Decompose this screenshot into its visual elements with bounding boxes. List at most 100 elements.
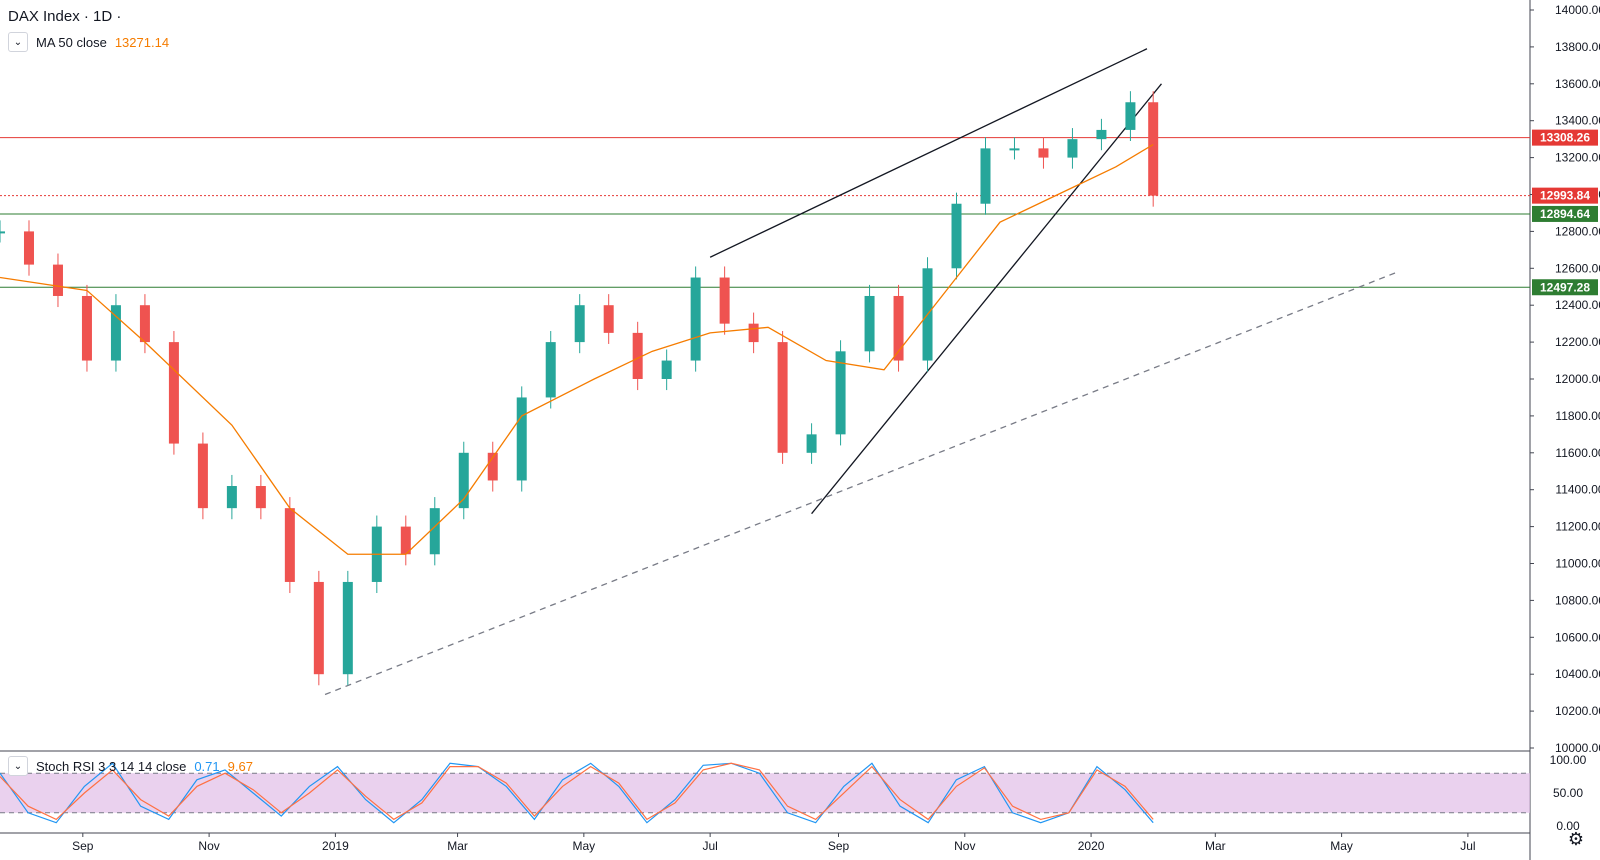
candle-body	[429, 508, 440, 555]
symbol-title: DAX Index · 1D ·	[8, 8, 122, 25]
candle-body	[1038, 148, 1049, 158]
candle-body	[342, 581, 353, 675]
candle-body	[690, 277, 701, 361]
candle-body	[516, 397, 527, 481]
candle-body	[0, 231, 5, 234]
y-tick-label: 13800.00	[1555, 40, 1600, 54]
y-tick-label: 13400.00	[1555, 114, 1600, 128]
candle-body	[81, 295, 92, 361]
candle-body	[632, 332, 643, 379]
candle-body	[1009, 148, 1020, 151]
x-tick-label: Mar	[1205, 839, 1226, 853]
price-label-badge	[1532, 187, 1598, 204]
y-tick-label: 11800.00	[1555, 409, 1600, 423]
x-tick-label: Jul	[702, 839, 717, 853]
candle-body	[313, 581, 324, 675]
rsi-y-tick-label: 50.00	[1553, 786, 1583, 800]
candle-body	[487, 452, 498, 481]
rsi-k-value: 0.71	[194, 758, 220, 774]
candle-body	[661, 360, 672, 379]
chevron-down-icon[interactable]: ⌄	[8, 32, 28, 52]
candle-body	[1096, 129, 1107, 140]
y-tick-label: 10800.00	[1555, 593, 1600, 607]
price-label-badge	[1532, 129, 1598, 146]
y-tick-label: 11400.00	[1555, 483, 1600, 497]
x-tick-label: Sep	[828, 839, 850, 853]
candle-body	[458, 452, 469, 509]
x-tick-label: Nov	[198, 839, 219, 853]
ma-legend: ⌄ MA 50 close 13271.14	[8, 32, 169, 52]
price-label-text: 12894.64	[1540, 207, 1590, 221]
rsi-band	[0, 773, 1530, 813]
candle-body	[835, 351, 846, 435]
candle-body	[197, 443, 208, 509]
trendline	[324, 271, 1398, 696]
y-tick-label: 11200.00	[1555, 520, 1600, 534]
candle-body	[226, 486, 237, 509]
rsi-k-line	[0, 762, 1154, 824]
x-tick-label: Sep	[72, 839, 94, 853]
candle-body	[864, 295, 875, 352]
y-tick-label: 13200.00	[1555, 151, 1600, 165]
candle-body	[545, 342, 556, 398]
candle-body	[1148, 102, 1159, 196]
y-tick-label: 12800.00	[1555, 224, 1600, 238]
y-tick-label: 10200.00	[1555, 704, 1600, 718]
x-tick-label: 2019	[322, 839, 349, 853]
candle-body	[110, 305, 121, 361]
candle-body	[168, 342, 179, 444]
candle-body	[255, 486, 266, 509]
rsi-y-tick-label: 0.00	[1556, 819, 1580, 833]
price-label-text: 12497.28	[1540, 280, 1590, 294]
candle-body	[23, 231, 34, 265]
candle-body	[806, 434, 817, 453]
gear-icon[interactable]: ⚙	[1567, 829, 1584, 849]
candle-body	[603, 305, 614, 333]
x-tick-label: Jul	[1460, 839, 1475, 853]
y-tick-label: 10600.00	[1555, 630, 1600, 644]
y-tick-label: 13600.00	[1555, 77, 1600, 91]
candle-body	[951, 203, 962, 269]
x-tick-label: May	[1330, 839, 1353, 853]
y-tick-label: 12000.00	[1555, 372, 1600, 386]
y-tick-label: 11000.00	[1555, 557, 1600, 571]
candle-body	[893, 295, 904, 361]
ma-label: MA 50 close	[36, 34, 107, 50]
candle-body	[574, 305, 585, 343]
candle-body	[1125, 102, 1136, 130]
rsi-d-line	[0, 762, 1154, 821]
candle-body	[400, 526, 411, 555]
rsi-y-tick-label: 100.00	[1550, 753, 1587, 767]
y-tick-label: 10400.00	[1555, 667, 1600, 681]
price-label-badge	[1532, 279, 1598, 296]
x-tick-label: Mar	[447, 839, 468, 853]
candle-body	[52, 264, 63, 296]
y-tick-label: 10000.00	[1555, 741, 1600, 755]
x-tick-label: May	[573, 839, 596, 853]
ma-value: 13271.14	[114, 34, 170, 50]
candle-body	[1067, 139, 1078, 158]
y-tick-label: 14000.00	[1555, 3, 1600, 17]
price-label-text: 13308.26	[1540, 131, 1590, 145]
candle-body	[719, 277, 730, 324]
stoch-rsi-legend: ⌄ Stoch RSI 3 3 14 14 close 0.71 9.67	[8, 756, 253, 776]
chevron-down-icon[interactable]: ⌄	[8, 756, 28, 776]
y-tick-label: 12200.00	[1555, 335, 1600, 349]
y-tick-label: 11600.00	[1555, 446, 1600, 460]
trendline	[709, 48, 1148, 258]
candle-body	[748, 323, 759, 343]
candle-body	[139, 305, 150, 343]
y-tick-label: 12400.00	[1555, 298, 1600, 312]
candle-body	[777, 342, 788, 453]
candle-body	[980, 148, 991, 204]
rsi-label: Stoch RSI 3 3 14 14 close	[36, 758, 187, 774]
trendline	[811, 83, 1162, 515]
x-tick-label: 2020	[1078, 839, 1105, 853]
rsi-d-value: 9.67	[227, 758, 253, 774]
price-label-badge	[1532, 205, 1598, 222]
x-tick-label: Nov	[954, 839, 975, 853]
y-tick-label: 12600.00	[1555, 261, 1600, 275]
candle-body	[284, 508, 295, 582]
price-label-text: 12993.84	[1540, 189, 1590, 203]
